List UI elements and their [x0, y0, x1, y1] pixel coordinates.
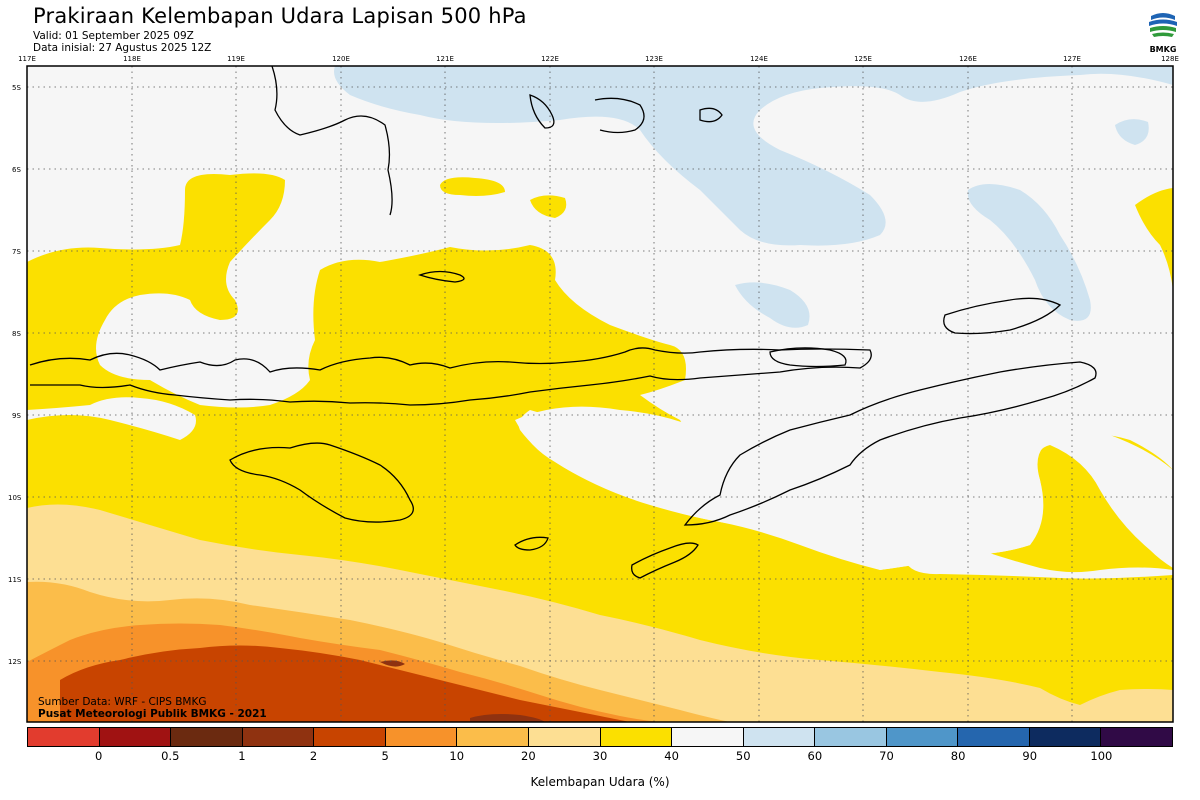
- humidity-50-60-field-east: [967, 184, 1091, 321]
- coastline-alor: [769, 347, 847, 368]
- bmkg-logo-icon: [1149, 10, 1177, 38]
- humidity-1-2-field-south: [470, 714, 545, 722]
- coastline-sumba: [229, 442, 414, 523]
- lon-label: 123E: [645, 55, 663, 63]
- coastline-buton: [529, 94, 555, 129]
- humidity-50-60-field-small: [735, 282, 810, 328]
- lat-label: 9S: [12, 412, 21, 420]
- coastline-savu: [514, 536, 549, 551]
- lat-label: 7S: [12, 248, 21, 256]
- lon-label: 117E: [18, 55, 36, 63]
- humidity-30-40-field-west: [27, 300, 63, 345]
- humidity-fields: [27, 66, 1173, 722]
- humidity-40-50-pocket-west: [27, 397, 196, 440]
- coastline-rote: [631, 542, 699, 579]
- colorbar-swatch: [457, 728, 529, 746]
- colorbar-swatch: [815, 728, 887, 746]
- humidity-30-40-field-north2: [530, 195, 567, 218]
- humidity-30-40-field-east: [1135, 188, 1173, 290]
- colorbar-swatch: [242, 728, 315, 746]
- humidity-40-50-pocket-south-east: [905, 548, 1173, 579]
- humidity-50-60-field-north: [334, 66, 1173, 246]
- coastline-wetar-area: [699, 107, 723, 123]
- lat-label: 8S: [12, 330, 21, 338]
- colorbar-swatch: [672, 728, 744, 746]
- colorbar-swatch: [385, 728, 458, 746]
- lon-label: 126E: [959, 55, 977, 63]
- colorbar-tick-label: 100: [1090, 749, 1113, 763]
- coastline-timor: [683, 361, 1097, 526]
- lon-label: 128E: [1161, 55, 1179, 63]
- humidity-40-50-pocket-east: [515, 406, 1173, 570]
- colorbar-swatch: [600, 728, 673, 746]
- colorbar-swatch: [528, 728, 601, 746]
- colorbar-tick-label: 60: [807, 749, 823, 763]
- graticule: [27, 66, 1173, 722]
- coastline-selayar: [594, 97, 645, 134]
- longitude-labels: 117E 118E 119E 120E 121E 122E 123E 124E …: [18, 55, 1179, 63]
- lon-label: 119E: [227, 55, 245, 63]
- colorbar-tick-label: 5: [381, 749, 389, 763]
- colorbar-title: Kelembapan Udara (%): [530, 775, 670, 789]
- colorbar: [27, 727, 1173, 747]
- coastlines: [29, 66, 1097, 579]
- lat-label: 10S: [8, 494, 22, 502]
- colorbar-tick-label: 50: [735, 749, 751, 763]
- valid-time: Valid: 01 September 2025 09Z: [33, 30, 194, 42]
- colorbar-tick-label: 0.5: [161, 749, 180, 763]
- organization-credit: Pusat Meteorologi Publik BMKG - 2021: [38, 708, 267, 720]
- init-time: Data inisial: 27 Agustus 2025 12Z: [33, 42, 212, 54]
- colorbar-swatch: [886, 728, 959, 746]
- bmkg-logo: BMKG: [1149, 10, 1177, 54]
- humidity-2-5-field: [60, 645, 630, 722]
- data-source-credit: Sumber Data: WRF - CIPS BMKG: [38, 696, 207, 708]
- latitude-labels: 5S 6S 7S 8S 9S 10S 11S 12S: [8, 84, 22, 666]
- colorbar-tick-label: 40: [664, 749, 679, 763]
- colorbar-tick-label: 10: [449, 749, 465, 763]
- colorbar-swatch: [99, 728, 172, 746]
- colorbar-tick-label: 1: [238, 749, 246, 763]
- humidity-1-2-field: [380, 660, 405, 667]
- colorbar-labels: 0 0.5 1 2 5 10 20 30 40 50 60 70 80 90 100: [0, 749, 1200, 765]
- humidity-50-60-field-islet: [1115, 119, 1149, 145]
- lon-label: 121E: [436, 55, 454, 63]
- colorbar-swatch: [171, 728, 243, 746]
- colorbar-tick-label: 30: [592, 749, 608, 763]
- lat-label: 5S: [12, 84, 21, 92]
- colorbar-swatch: [28, 728, 100, 746]
- coastline-north-islands: [943, 297, 1062, 335]
- colorbar-swatch: [1101, 728, 1172, 746]
- map-frame: [26, 65, 1174, 723]
- lat-label: 11S: [8, 576, 22, 584]
- colorbar-tick-label: 2: [309, 749, 318, 763]
- coastline-flores-island: [417, 270, 465, 283]
- lat-label: 12S: [8, 658, 22, 666]
- colorbar-swatch: [743, 728, 816, 746]
- lon-label: 122E: [541, 55, 559, 63]
- lon-label: 127E: [1063, 55, 1081, 63]
- colorbar-tick-label: 80: [950, 749, 966, 763]
- colorbar-tick-label: 20: [521, 749, 536, 763]
- lon-label: 125E: [854, 55, 872, 63]
- lat-label: 6S: [12, 166, 21, 174]
- colorbar-swatch: [314, 728, 386, 746]
- colorbar-swatch: [1029, 728, 1102, 746]
- colorbar-tick-label: 70: [879, 749, 894, 763]
- colorbar-swatch: [958, 728, 1030, 746]
- coastline-sulawesi: [271, 66, 393, 216]
- logo-text: BMKG: [1150, 45, 1177, 54]
- lon-label: 118E: [123, 55, 141, 63]
- humidity-30-40-field-north: [440, 177, 505, 196]
- lon-label: 124E: [750, 55, 768, 63]
- lon-label: 120E: [332, 55, 350, 63]
- colorbar-tick-label: 0: [94, 749, 103, 763]
- map-title: Prakiraan Kelembapan Udara Lapisan 500 h…: [33, 4, 527, 28]
- colorbar-tick-label: 90: [1022, 749, 1038, 763]
